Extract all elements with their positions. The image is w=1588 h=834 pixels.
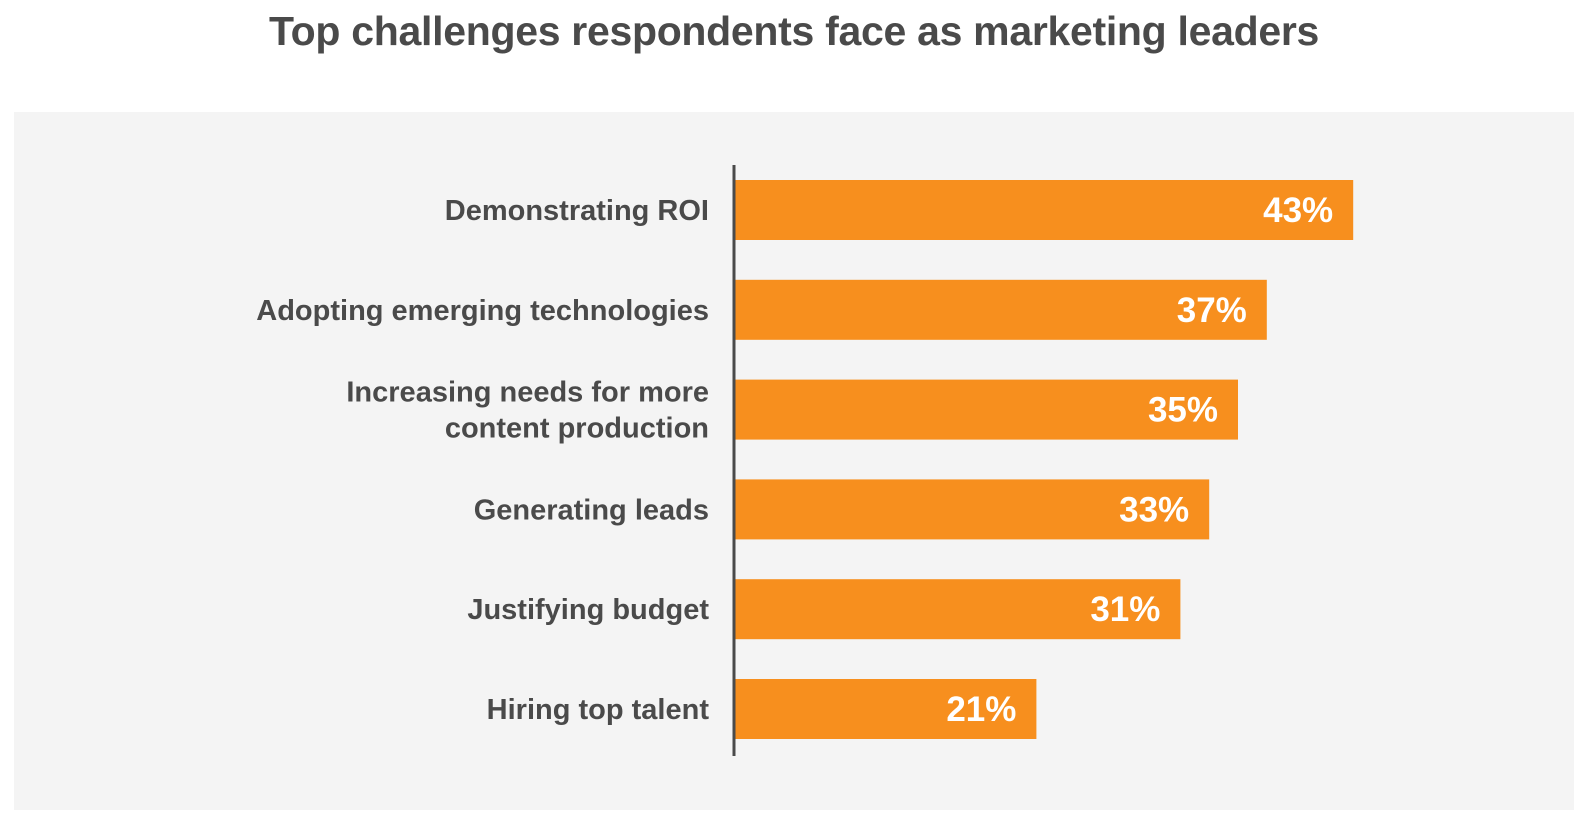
bar-0: [734, 180, 1354, 240]
chart-title: Top challenges respondents face as marke…: [268, 8, 1320, 54]
bar-5: [734, 679, 1037, 739]
value-label-5: 21%: [946, 690, 1016, 729]
bar-1: [734, 279, 1267, 340]
value-label-1: 37%: [1177, 291, 1247, 330]
value-label-2: 35%: [1148, 391, 1218, 430]
category-label-line: Adopting emerging technologies: [256, 295, 709, 327]
category-label-1: Adopting emerging technologies: [256, 295, 709, 327]
category-label-3: Generating leads: [474, 494, 709, 526]
category-label-4: Justifying budget: [467, 594, 709, 626]
value-label-0: 43%: [1263, 191, 1333, 230]
category-label-5: Hiring top talent: [487, 694, 710, 726]
category-label-line: Justifying budget: [467, 594, 709, 626]
bar-3: [734, 479, 1210, 540]
category-label-line: Increasing needs for more: [346, 377, 709, 409]
category-label-2: Increasing needs for more content product…: [346, 377, 709, 445]
category-label-line: Demonstrating ROI: [445, 195, 709, 227]
category-label-0: Demonstrating ROI: [445, 195, 709, 227]
bar-4: [734, 579, 1181, 640]
category-label-line: Hiring top talent: [487, 694, 710, 726]
bar-2: [734, 379, 1238, 440]
value-label-3: 33%: [1119, 490, 1189, 529]
category-label-line: content production: [445, 413, 709, 445]
category-label-line: Generating leads: [474, 494, 709, 526]
value-label-4: 31%: [1090, 590, 1160, 629]
